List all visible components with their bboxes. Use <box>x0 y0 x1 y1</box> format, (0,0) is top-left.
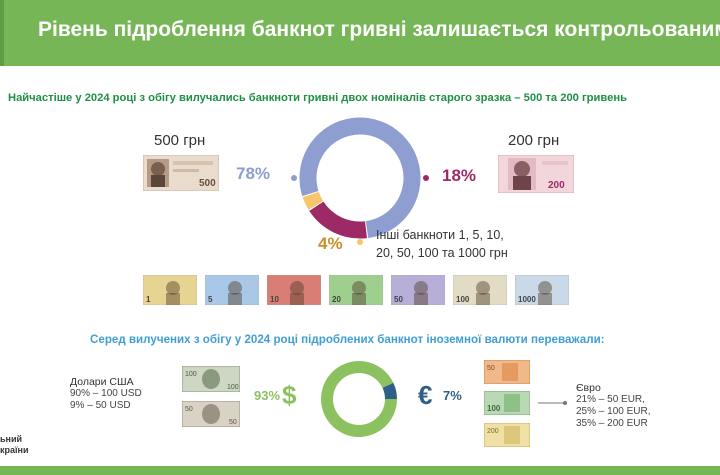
usd-line-1: 90% – 100 USD <box>70 388 142 399</box>
svg-text:500: 500 <box>199 178 216 189</box>
value-label-usd: 93% <box>254 388 281 403</box>
usd-50-banknote-image: 50 50 <box>182 401 240 427</box>
svg-text:1: 1 <box>146 295 151 304</box>
small-banknotes-row: 1 5 10 20 50 100 1000 <box>143 275 583 305</box>
banknote-1000-image: 1000 <box>515 275 569 305</box>
donut-slice-usd <box>321 361 397 437</box>
connector-dot-200 <box>423 175 429 181</box>
other-notes-caption: Інші банкноти 1, 5, 10, 20, 50, 100 та 1… <box>376 226 508 262</box>
svg-text:50: 50 <box>487 365 495 372</box>
banknote-1-image: 1 <box>143 275 197 305</box>
connector-dot-other <box>357 239 363 245</box>
svg-text:20: 20 <box>332 295 341 304</box>
eur-200-banknote-image: 200 <box>484 423 530 447</box>
note-200-label: 200 грн <box>508 132 560 149</box>
svg-text:200: 200 <box>487 428 499 435</box>
eur-line-3: 35% – 200 EUR <box>576 418 648 429</box>
other-notes-line1: Інші банкноти 1, 5, 10, <box>376 228 504 242</box>
usd-name: Долари США <box>70 376 134 388</box>
eur-connector-line <box>538 401 567 405</box>
eur-line-1: 21% – 50 EUR, <box>576 394 645 405</box>
section-subtitle: Найчастіше у 2024 році з обігу вилучалис… <box>8 92 627 104</box>
donut-slice-other <box>302 191 324 210</box>
eur-name: Євро <box>576 382 601 394</box>
donut-chart-hryvnia <box>291 117 429 245</box>
eur-line-2: 25% – 100 EUR, <box>576 406 651 417</box>
page-title: Рівень підроблення банкнот гривні залиша… <box>38 18 720 41</box>
svg-text:1000: 1000 <box>518 295 536 304</box>
banknote-20-image: 20 <box>329 275 383 305</box>
banknote-500-image: 500 <box>143 155 219 191</box>
note-500-label: 500 грн <box>154 132 206 149</box>
svg-text:100: 100 <box>456 295 470 304</box>
brand-line-1: ьний <box>0 434 23 444</box>
connector-dot-500 <box>291 175 297 181</box>
usd-100-banknote-image: 100 100 <box>182 366 240 392</box>
svg-text:50: 50 <box>394 295 403 304</box>
svg-text:5: 5 <box>208 295 213 304</box>
donut-chart-foreign <box>321 361 397 437</box>
svg-text:100: 100 <box>227 384 239 391</box>
donut-slice-500 <box>299 117 421 238</box>
svg-text:100: 100 <box>185 371 197 378</box>
footer-bar <box>0 466 720 475</box>
banknote-50-image: 50 <box>391 275 445 305</box>
banknote-10-image: 10 <box>267 275 321 305</box>
header-banner: Рівень підроблення банкнот гривні залиша… <box>0 0 720 66</box>
svg-text:50: 50 <box>185 406 193 413</box>
header-edge <box>0 0 4 66</box>
foreign-currency-heading: Серед вилучених з обігу у 2024 році підр… <box>90 333 605 346</box>
value-label-eur: 7% <box>443 388 462 403</box>
banknote-100-image: 100 <box>453 275 507 305</box>
usd-line-2: 9% – 50 USD <box>70 400 131 411</box>
value-label-other: 4% <box>318 234 343 253</box>
dollar-sign-icon: $ <box>282 380 297 410</box>
euro-sign-icon: € <box>418 380 433 410</box>
eur-100-banknote-image: 100 <box>484 391 530 415</box>
svg-text:50: 50 <box>229 419 237 426</box>
brand-line-2: країни <box>0 445 29 455</box>
banknote-5-image: 5 <box>205 275 259 305</box>
eur-50-banknote-image: 50 <box>484 360 530 384</box>
svg-text:10: 10 <box>270 295 279 304</box>
eur-breakdown: Євро 21% – 50 EUR, 25% – 100 EUR, 35% – … <box>576 382 651 430</box>
donut-slice-eur <box>382 382 397 400</box>
other-notes-line2: 20, 50, 100 та 1000 грн <box>376 246 508 260</box>
value-label-500: 78% <box>236 164 271 183</box>
brand-logo-text: ьний країни <box>0 434 29 456</box>
banknote-200-image: 200 <box>498 155 574 193</box>
svg-text:100: 100 <box>487 404 501 413</box>
usd-breakdown: Долари США 90% – 100 USD 9% – 50 USD <box>70 376 142 412</box>
svg-text:200: 200 <box>548 180 565 191</box>
donut-slice-200 <box>309 201 367 239</box>
value-label-200: 18% <box>442 166 477 185</box>
